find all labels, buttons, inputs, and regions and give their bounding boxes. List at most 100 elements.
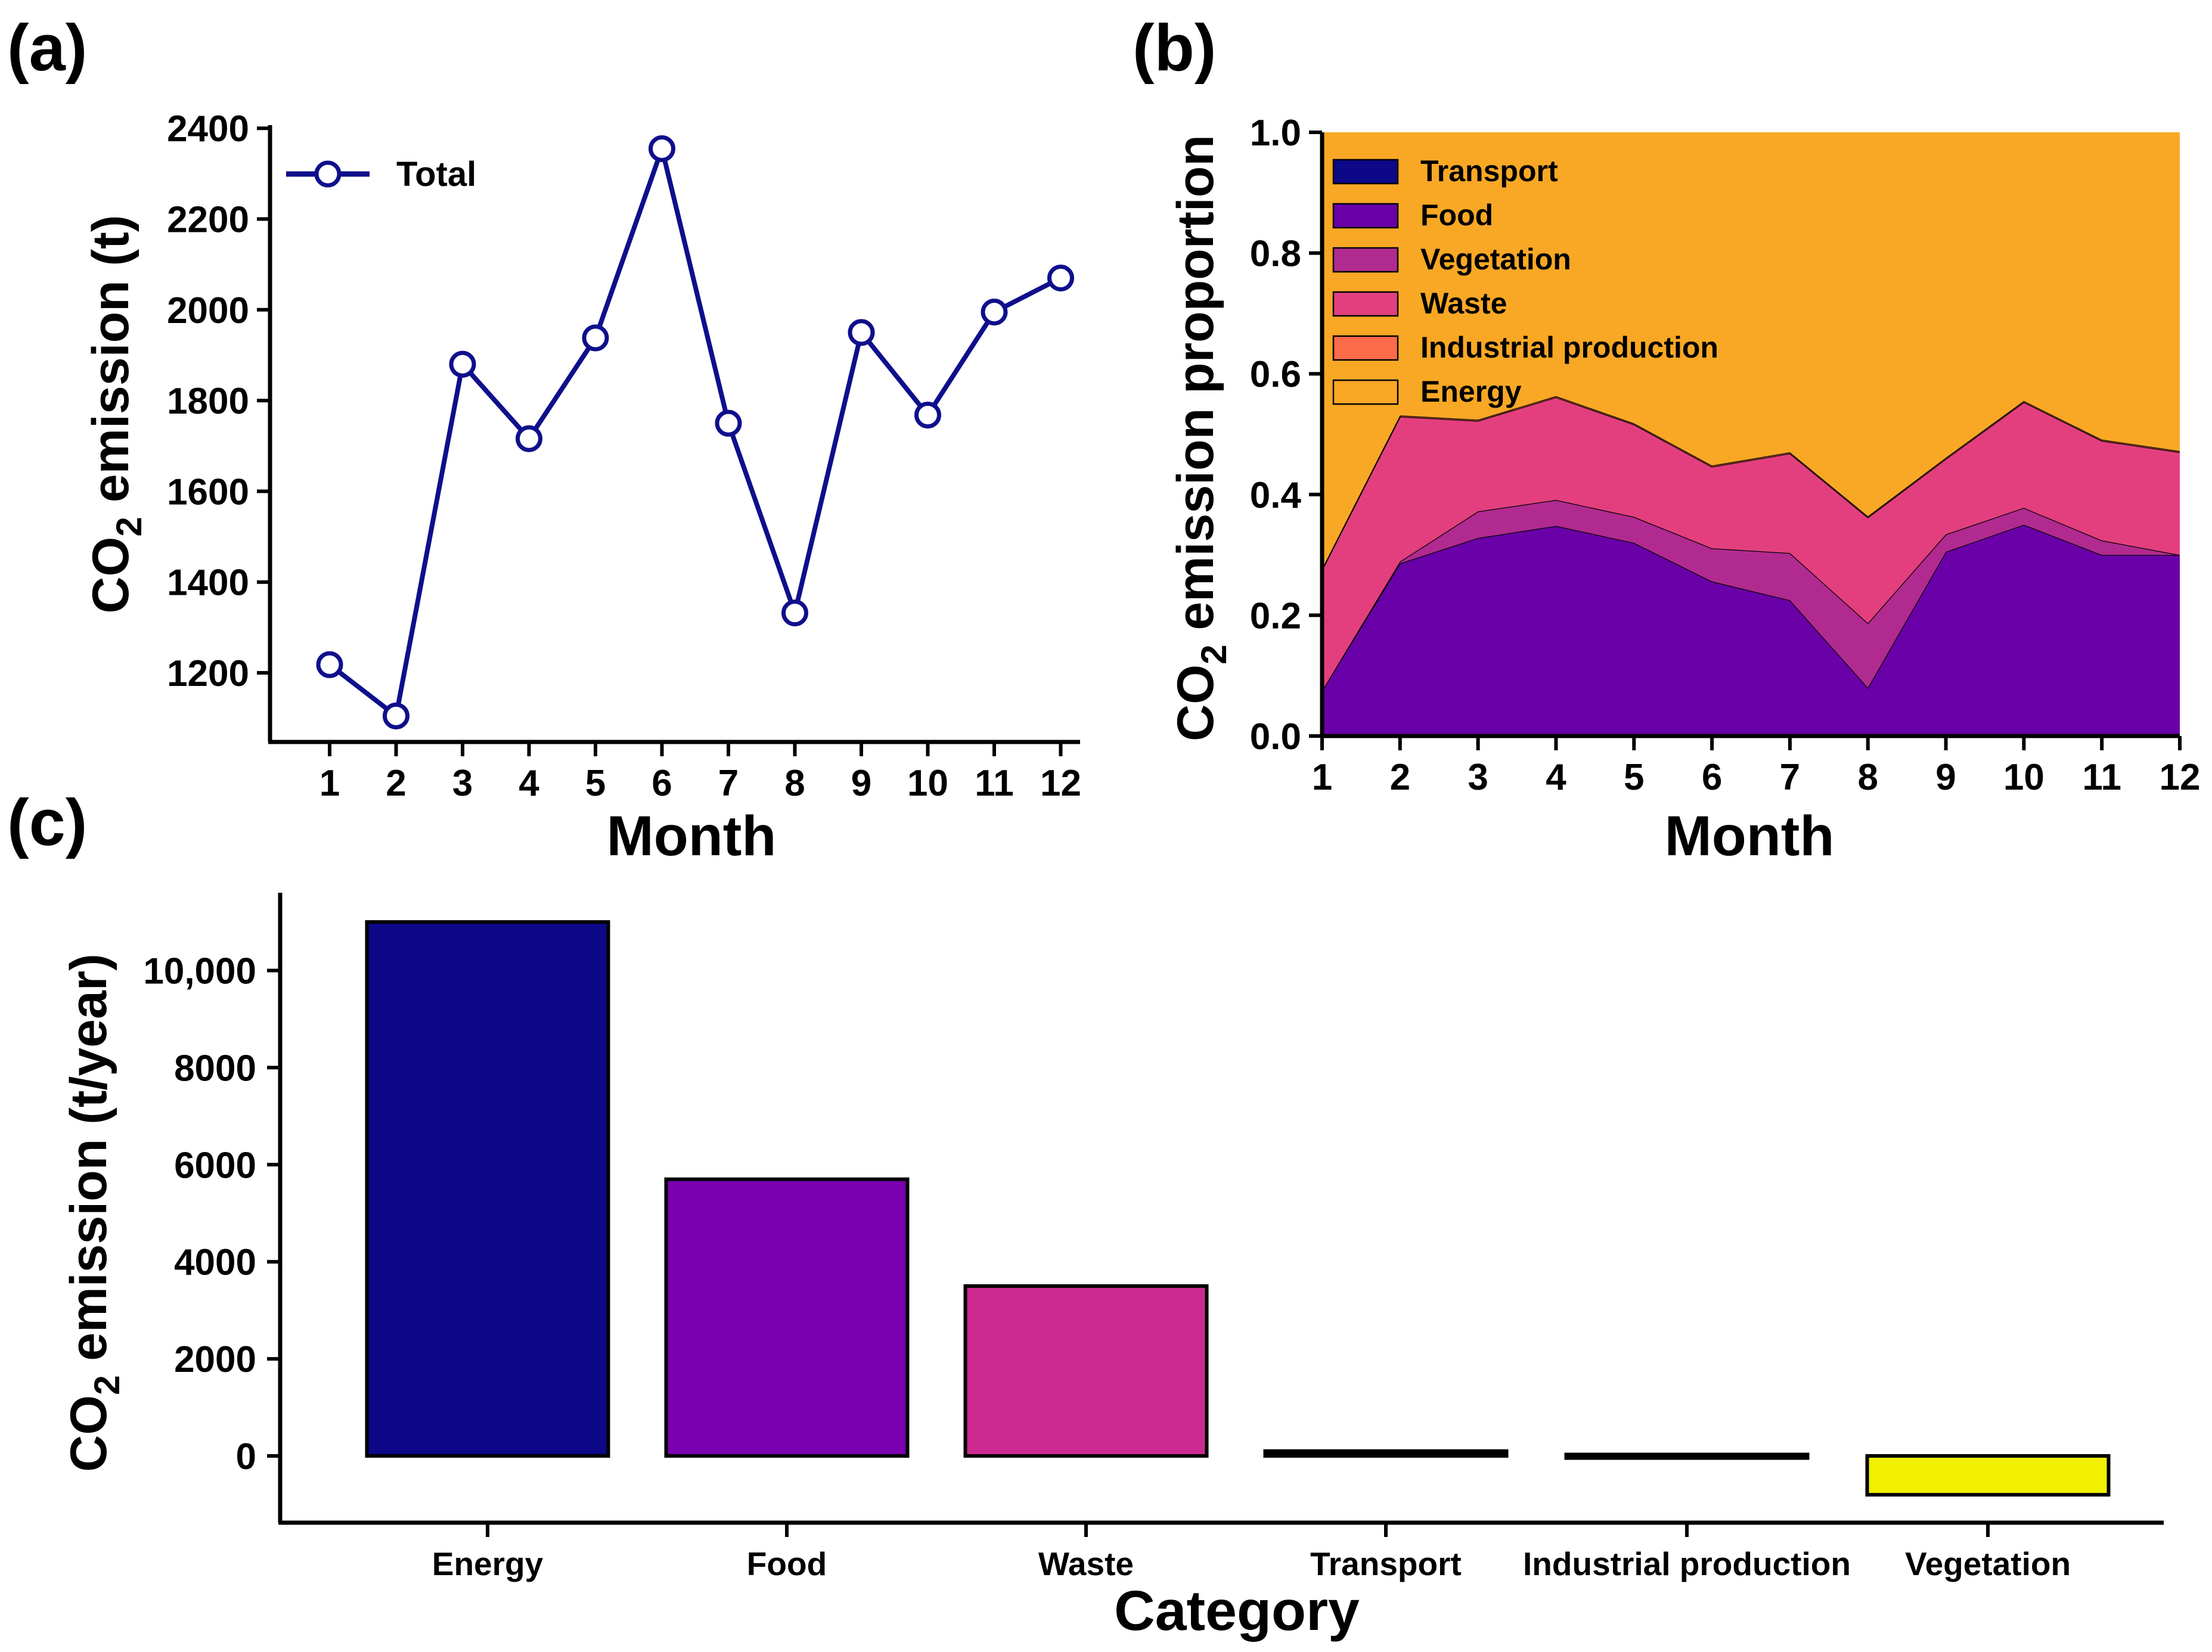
panel-a-point [449,350,476,378]
panel-c-ylabel: CO2 emission (t/year) [60,954,127,1472]
panel-b-legend-label: Transport [1420,154,1558,188]
panel-b-ylabel-rest: emission proportion [1167,135,1224,644]
panel-b-ylabel-sub: 2 [1194,644,1234,664]
panel-a-xtick-label: 5 [585,763,606,804]
panel-b-axes: 0.00.20.40.60.81.01 2 3 4 5 6 7 8 9 10 11 12 [1250,113,2201,798]
panel-c-bar-waste [963,1284,1209,1458]
panel-c-xtick-label: Transport [1310,1545,1462,1582]
panel-a-point [781,599,808,626]
panel-a-xtick-label: 6 [651,763,672,804]
panel-a-point [582,324,609,352]
panel-b-legend-swatch [1332,379,1399,405]
panel-c-xtick-label: Vegetation [1905,1545,2071,1582]
panel-a-point [914,401,941,428]
panel-c-ytick-label: 6000 [174,1145,256,1186]
panel-c-ylabel-wrap: CO2 emission (t/year) [60,954,127,1472]
panel-b-legend-label: Industrial production [1420,331,1718,364]
panel-c-xtick-label: Waste [1038,1545,1134,1582]
panel-c-ytick-label: 4000 [174,1242,256,1283]
panel-b-xtick-label: 8 [1857,757,1878,798]
panel-c-bars [365,920,2111,1497]
panel-b: (b) 0.00.20.40.60.81.01 2 3 4 5 6 7 8 9 10 11 12 CO… [1133,11,2200,868]
panel-b-ylabel: CO2 emission proportion [1167,135,1234,741]
panel-c-label: (c) [7,786,87,859]
panel-b-xtick-label: 9 [1935,757,1956,798]
panel-a-xtick-label: 3 [452,763,473,804]
panel-a-xlabel: Month [607,805,777,868]
panel-b-xtick-label: 7 [1780,757,1800,798]
panel-a-ytick-label: 2200 [167,200,249,241]
panel-a-ylabel-co: CO [82,536,139,613]
panel-b-xtick-label: 10 [2003,757,2045,798]
panel-a-xtick-label: 11 [975,763,1014,804]
panel-a-point [516,425,542,452]
panel-a-xtick-label: 12 [1040,763,1081,804]
panel-c-ytick-label: 8000 [174,1048,256,1089]
panel-b-area-food [1322,524,2180,734]
panel-a-ytick-label: 1400 [167,563,249,604]
panel-a-ylabel-wrap: CO2 emission (t) [82,215,149,614]
panel-a-ylabel: CO2 emission (t) [82,215,149,614]
panel-a-series-line [328,146,1062,719]
panel-a-ytick-label: 1800 [167,381,249,422]
panel-b-xlabel: Month [1665,805,1835,868]
panel-c-bar-energy [365,920,610,1458]
panel-c-xlabel: Category [1114,1579,1360,1642]
panel-a-point [848,319,875,346]
panel-b-xtick-label: 6 [1702,757,1722,798]
panel-b-xtick-label: 11 [2082,757,2121,798]
panel-b-label: (b) [1133,11,1216,85]
panel-a-ylabel-rest: emission (t) [82,215,139,517]
panel-c-ytick-label: 10,000 [143,951,256,992]
panel-b-xtick-label: 2 [1390,757,1410,798]
panel-c-bar-vegetation [1865,1454,2111,1497]
panel-b-legend-swatch [1332,159,1399,185]
panel-c: (c) 0 2000 4000 6000 8000 10,000 Energy Food Was… [7,786,2164,1642]
panel-b-xtick-label: 5 [1624,757,1644,798]
panel-a-ylabel-sub: 2 [109,517,149,536]
panel-a-legend: Total [286,155,476,194]
panel-a-legend-marker [314,160,342,188]
panel-b-ylabel-co: CO [1167,664,1224,741]
panel-a-ytick-label: 1200 [167,653,249,694]
panel-a-xtick-label: 9 [851,763,871,804]
panel-b-legend-swatch [1332,247,1399,273]
panel-b-legend-label: Vegetation [1420,243,1571,276]
panel-b-ylabel-wrap: CO2 emission proportion [1167,135,1234,741]
panel-b-xtick-label: 1 [1312,757,1332,798]
panel-a-point [316,651,343,678]
panel-b-area-energy [1322,132,2180,569]
panel-c-ytick-label: 0 [236,1436,256,1477]
panel-a-ytick-label: 2400 [167,108,249,150]
panel-c-ytick-label: 2000 [174,1339,256,1380]
panel-b-ytick-label: 0.4 [1250,475,1302,516]
panel-a-legend-label: Total [396,155,476,194]
panel-c-xtick-label: Industrial production [1523,1545,1851,1582]
panel-a-label: (a) [7,11,87,85]
panel-a-point [981,299,1008,326]
panel-b-xtick-label: 12 [2160,757,2201,798]
panel-a-xtick-label: 10 [907,763,948,804]
panel-a-point [1047,264,1074,291]
panel-c-xtick-label: Energy [432,1545,544,1582]
panel-b-area-waste [1322,397,2180,691]
panel-b-legend-swatch [1332,203,1399,229]
panel-b-ytick-label: 0.8 [1250,234,1301,275]
panel-b-xtick-label: 3 [1468,757,1488,798]
panel-a-data [316,135,1074,729]
panel-b-ytick-label: 1.0 [1250,113,1301,154]
panel-a-xtick-label: 1 [319,763,340,804]
panel-c-bar-food [664,1177,910,1458]
panel-a-point [715,409,742,437]
panel-b-ytick-label: 0.6 [1250,354,1301,395]
panel-a-point [649,135,675,162]
panel-b-xtick-label: 4 [1546,757,1566,798]
panel-b-legend-label: Food [1420,198,1493,232]
panel-a-point [383,702,409,729]
panel-b-legend-swatch [1332,291,1399,317]
panel-a-xtick-label: 7 [718,763,739,804]
panel-c-ylabel-co: CO [60,1395,117,1472]
panel-b-legend-label: Energy [1420,375,1522,408]
